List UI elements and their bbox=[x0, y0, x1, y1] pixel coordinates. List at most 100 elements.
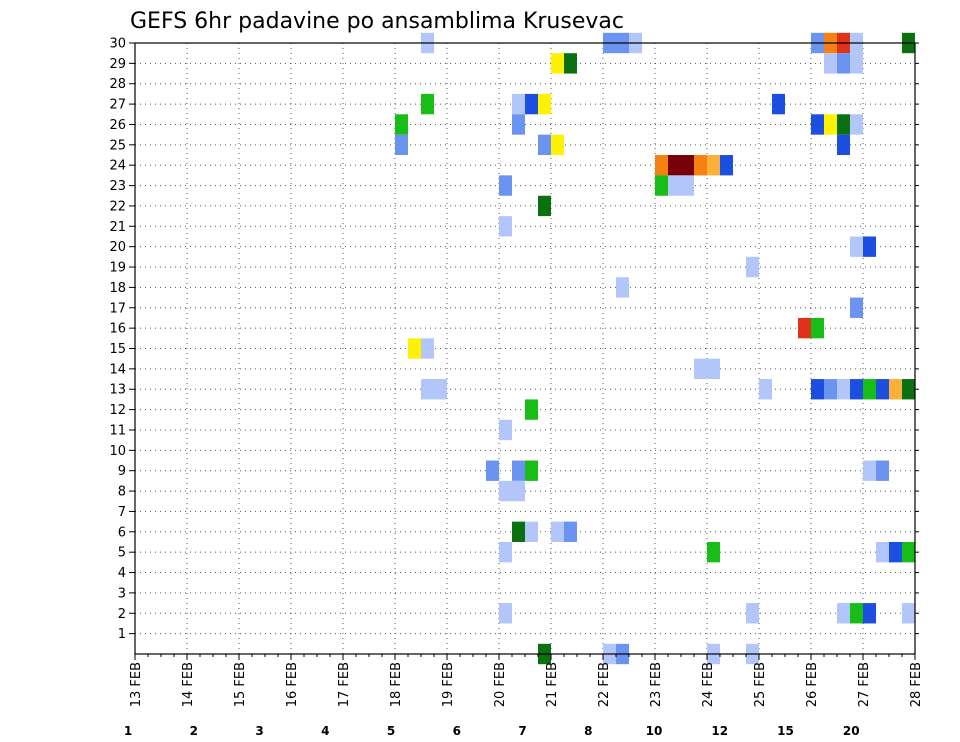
y-tick-label: 6 bbox=[118, 525, 126, 540]
x-tick-label: 27 FEB bbox=[857, 662, 872, 707]
data-cell: 13 / 57 : 3 bbox=[876, 379, 889, 400]
data-cell: 5 / 58 : 3 bbox=[889, 541, 902, 563]
x-tick-label: 17 FEB bbox=[337, 662, 352, 707]
data-cell: 23 / 41 : 1 bbox=[668, 175, 681, 196]
colorbar-label: 12 bbox=[711, 724, 728, 738]
data-cell: 27 / 22 : 5 bbox=[421, 93, 434, 115]
y-tick-label: 21 bbox=[109, 220, 126, 235]
data-cell: 5 / 28 : 1 bbox=[499, 541, 512, 563]
data-cell: 9 / 27 : 2 bbox=[486, 460, 499, 481]
x-tick-label: 14 FEB bbox=[181, 662, 196, 707]
colorbar-label: 6 bbox=[453, 724, 461, 738]
data-cell: 24 / 40 : 10 bbox=[655, 155, 668, 176]
y-tick-label: 2 bbox=[118, 607, 126, 622]
data-cell: 14 / 44 : 1 bbox=[707, 358, 720, 380]
y-tick-label: 28 bbox=[109, 77, 126, 92]
data-cell: 27 / 30 : 3 bbox=[525, 93, 538, 115]
colorbar-label: 2 bbox=[190, 724, 198, 738]
axes: 1234567891011121314151617181920212223242… bbox=[109, 37, 924, 708]
data-cell: 13 / 58 : 8 bbox=[889, 379, 902, 400]
data-cell: 25 / 20 : 2 bbox=[395, 134, 408, 156]
data-cell: 16 / 52 : 5 bbox=[811, 317, 824, 339]
data-cell: 20 / 55 : 1 bbox=[850, 236, 863, 257]
x-tick-label: 18 FEB bbox=[389, 662, 404, 707]
x-tick-label: 19 FEB bbox=[441, 662, 456, 707]
data-cell: 27 / 29 : 1 bbox=[512, 93, 525, 115]
colorbar-label: 3 bbox=[255, 724, 263, 738]
y-tick-label: 15 bbox=[109, 342, 126, 357]
colorbar-label: 5 bbox=[387, 724, 395, 738]
colorbar-label: 7 bbox=[518, 724, 526, 738]
data-cell: 22 / 31 : 6 bbox=[538, 195, 551, 217]
data-cell: 29 / 33 : 6 bbox=[564, 53, 577, 74]
y-tick-label: 7 bbox=[118, 505, 126, 520]
data-cell: 12 / 30 : 5 bbox=[525, 399, 538, 420]
data-cell: 26 / 52 : 3 bbox=[811, 114, 824, 135]
x-tick-label: 23 FEB bbox=[649, 662, 664, 707]
data-cell: 23 / 40 : 5 bbox=[655, 175, 668, 196]
data-cell: 24 / 42 : 20 bbox=[681, 155, 694, 176]
data-cell: 26 / 29 : 2 bbox=[512, 114, 525, 135]
data-cell: 26 / 53 : 7 bbox=[824, 114, 837, 135]
y-tick-label: 13 bbox=[109, 383, 126, 398]
x-tick-label: 28 FEB bbox=[909, 662, 924, 707]
y-tick-label: 11 bbox=[109, 423, 126, 438]
data-cell: 23 / 28 : 2 bbox=[499, 175, 512, 196]
data-cell: 24 / 43 : 10 bbox=[694, 155, 707, 176]
data-cell: 24 / 45 : 3 bbox=[720, 155, 733, 176]
colorbar-label: 15 bbox=[777, 724, 794, 738]
y-tick-label: 8 bbox=[118, 485, 126, 500]
x-tick-label: 22 FEB bbox=[597, 662, 612, 707]
data-cell: 13 / 56 : 5 bbox=[863, 379, 876, 400]
colorbar: 1 2 3 4 5 6 7 8 10 12 15 20 bbox=[124, 724, 860, 738]
y-tick-label: 9 bbox=[118, 464, 126, 479]
colorbar-label: 4 bbox=[321, 724, 329, 738]
data-cell: 25 / 54 : 3 bbox=[837, 134, 850, 156]
data-cell: 13 / 54 : 1 bbox=[837, 379, 850, 400]
colorbar-label: 20 bbox=[843, 724, 860, 738]
data-cell: 29 / 55 : 1 bbox=[850, 53, 863, 74]
y-tick-label: 27 bbox=[109, 98, 126, 113]
data-cell: 2 / 28 : 1 bbox=[499, 603, 512, 624]
y-tick-label: 12 bbox=[109, 403, 126, 418]
data-cell: 24 / 41 : 20 bbox=[668, 155, 681, 176]
data-cell: 2 / 56 : 3 bbox=[863, 603, 876, 624]
y-tick-label: 10 bbox=[109, 444, 126, 459]
x-tick-label: 21 FEB bbox=[545, 662, 560, 707]
data-cell: 8 / 28 : 1 bbox=[499, 480, 512, 502]
data-cell: 21 / 28 : 1 bbox=[499, 216, 512, 237]
data-cell: 14 / 43 : 1 bbox=[694, 358, 707, 380]
data-cell: 8 / 29 : 1 bbox=[512, 480, 525, 502]
x-tick-label: 26 FEB bbox=[805, 662, 820, 707]
colorbar-label: 1 bbox=[124, 724, 132, 738]
data-cell: 17 / 55 : 2 bbox=[850, 297, 863, 318]
y-tick-label: 25 bbox=[109, 138, 126, 153]
colorbar-label: 10 bbox=[646, 724, 663, 738]
data-cell: 15 / 22 : 1 bbox=[421, 338, 434, 359]
data-cell: 27 / 31 : 7 bbox=[538, 93, 551, 115]
y-tick-label: 16 bbox=[109, 322, 126, 337]
data-cell: 26 / 55 : 1 bbox=[850, 114, 863, 135]
data-cell: 20 / 56 : 3 bbox=[863, 236, 876, 257]
data-cell: 9 / 29 : 2 bbox=[512, 460, 525, 481]
y-tick-label: 29 bbox=[109, 57, 126, 72]
data-cell: 9 / 30 : 5 bbox=[525, 460, 538, 481]
colorbar-label: 8 bbox=[584, 724, 592, 738]
y-tick-label: 22 bbox=[109, 199, 126, 214]
data-cell: 13 / 55 : 3 bbox=[850, 379, 863, 400]
data-cell: 5 / 44 : 5 bbox=[707, 541, 720, 563]
data-cell: 9 / 56 : 1 bbox=[863, 460, 876, 481]
data-cell: 6 / 32 : 1 bbox=[551, 521, 564, 542]
data-cell: 9 / 57 : 2 bbox=[876, 460, 889, 481]
y-tick-label: 17 bbox=[109, 301, 126, 316]
x-tick-label: 25 FEB bbox=[753, 662, 768, 707]
data-cell: 6 / 29 : 6 bbox=[512, 521, 525, 542]
data-cell: 19 / 47 : 1 bbox=[746, 256, 759, 278]
data-cell: 5 / 57 : 1 bbox=[876, 541, 889, 563]
y-tick-label: 5 bbox=[118, 546, 126, 561]
data-cell: 29 / 32 : 7 bbox=[551, 53, 564, 74]
data-cell: 5 / 59 : 5 bbox=[902, 541, 915, 563]
data-cell: 25 / 32 : 7 bbox=[551, 134, 564, 156]
x-tick-label: 24 FEB bbox=[701, 662, 716, 707]
